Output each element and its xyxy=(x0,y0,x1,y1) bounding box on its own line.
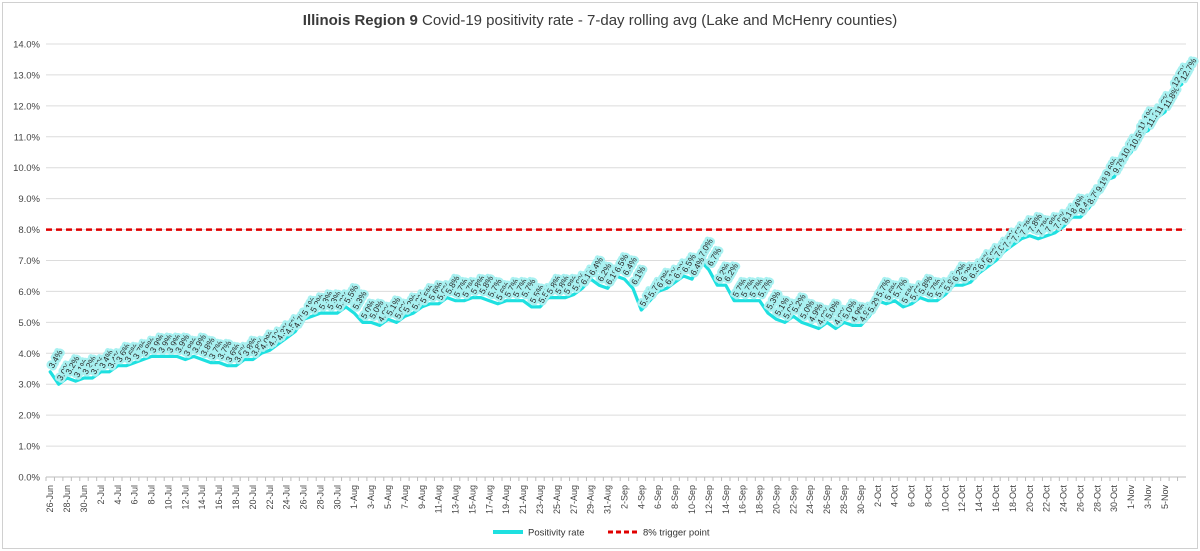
x-tick-label: 16-Oct xyxy=(991,485,1001,513)
x-tick-label: 18-Sep xyxy=(755,485,765,514)
x-tick-label: 26-Jun xyxy=(45,485,55,513)
legend-label-threshold: 8% trigger point xyxy=(643,528,710,539)
x-tick-label: 10-Jul xyxy=(163,485,173,510)
x-tick-label: 2-Jul xyxy=(96,485,106,505)
x-tick-label: 6-Sep xyxy=(653,485,663,509)
legend-label-positivity: Positivity rate xyxy=(528,528,585,539)
x-tick-label: 28-Sep xyxy=(839,485,849,514)
y-tick-label: 13.0% xyxy=(13,70,40,81)
x-tick-label: 23-Aug xyxy=(535,485,545,514)
x-tick-label: 6-Oct xyxy=(907,485,917,508)
x-tick-label: 16-Sep xyxy=(738,485,748,514)
chart-title: Illinois Region 9 Covid-19 positivity ra… xyxy=(303,12,897,29)
y-tick-label: 3.0% xyxy=(18,380,40,391)
x-tick-label: 3-Aug xyxy=(366,485,376,509)
y-tick-label: 1.0% xyxy=(18,442,40,453)
x-tick-label: 29-Aug xyxy=(586,485,596,514)
x-tick-label: 28-Jul xyxy=(315,485,325,510)
x-tick-label: 31-Aug xyxy=(603,485,613,514)
y-tick-label: 9.0% xyxy=(18,194,40,205)
x-tick-label: 22-Jul xyxy=(265,485,275,510)
y-tick-label: 6.0% xyxy=(18,287,40,298)
x-tick-label: 20-Jul xyxy=(248,485,258,510)
x-tick-label: 22-Sep xyxy=(788,485,798,514)
x-tick-label: 14-Oct xyxy=(974,485,984,513)
x-tick-label: 11-Aug xyxy=(434,485,444,513)
x-tick-label: 30-Jul xyxy=(332,485,342,510)
x-tick-label: 4-Oct xyxy=(890,485,900,508)
y-tick-label: 12.0% xyxy=(13,101,40,112)
x-tick-label: 12-Jul xyxy=(180,485,190,510)
x-tick-label: 1-Nov xyxy=(1126,485,1136,510)
x-tick-label: 6-Jul xyxy=(130,485,140,505)
x-tick-label: 27-Aug xyxy=(569,485,579,514)
chart-title-bold: Illinois Region 9 xyxy=(303,12,418,29)
x-tick-label: 7-Aug xyxy=(400,485,410,509)
x-tick-label: 5-Aug xyxy=(383,485,393,509)
x-tick-label: 4-Jul xyxy=(113,485,123,505)
y-axis: 0.0% 1.0% 2.0% 3.0% 4.0% 5.0% 6.0% 7.0% 8.0% 9.0%… xyxy=(13,40,40,484)
x-tick-label: 1-Aug xyxy=(349,485,359,509)
x-tick-label: 30-Sep xyxy=(856,485,866,514)
x-tick-label: 28-Jun xyxy=(62,485,72,513)
x-axis: 26-Jun 28-Jun 30-Jun 2-Jul 4-Jul 6-Jul 8-Jul 10… xyxy=(45,477,1179,514)
chart-title-rest: Covid-19 positivity rate - 7-day rolling… xyxy=(418,12,897,29)
x-tick-label: 24-Oct xyxy=(1059,485,1069,513)
y-tick-label: 0.0% xyxy=(18,473,40,484)
x-tick-label: 18-Oct xyxy=(1008,485,1018,513)
x-tick-label: 14-Sep xyxy=(721,485,731,514)
x-tick-label: 24-Jul xyxy=(282,485,292,510)
x-tick-label: 30-Jun xyxy=(79,485,89,513)
x-tick-label: 19-Aug xyxy=(501,485,511,514)
x-tick-label: 22-Oct xyxy=(1042,485,1052,513)
x-tick-label: 28-Oct xyxy=(1092,485,1102,513)
x-tick-label: 12-Oct xyxy=(957,485,967,513)
x-tick-label: 5-Nov xyxy=(1160,485,1170,510)
y-tick-label: 4.0% xyxy=(18,349,40,360)
x-tick-label: 8-Oct xyxy=(923,485,933,508)
y-tick-label: 11.0% xyxy=(14,132,41,143)
series-group xyxy=(48,82,1184,386)
x-tick-label: 30-Oct xyxy=(1109,485,1119,513)
legend: Positivity rate 8% trigger point xyxy=(493,528,710,539)
y-tick-label: 10.0% xyxy=(13,163,40,174)
x-tick-label: 26-Jul xyxy=(299,485,309,510)
x-tick-label: 8-Sep xyxy=(670,485,680,509)
y-tick-label: 14.0% xyxy=(13,40,40,51)
x-tick-label: 24-Sep xyxy=(805,485,815,514)
x-tick-label: 25-Aug xyxy=(552,485,562,514)
x-tick-label: 8-Jul xyxy=(147,485,157,505)
x-tick-label: 10-Oct xyxy=(940,485,950,513)
y-tick-label: 2.0% xyxy=(18,411,40,422)
x-tick-label: 9-Aug xyxy=(417,485,427,509)
x-tick-label: 4-Sep xyxy=(636,485,646,509)
x-tick-label: 26-Sep xyxy=(822,485,832,514)
x-tick-label: 13-Aug xyxy=(451,485,461,514)
x-tick-label: 20-Oct xyxy=(1025,485,1035,513)
x-tick-label: 3-Nov xyxy=(1143,485,1153,510)
x-tick-label: 15-Aug xyxy=(467,485,477,514)
x-tick-label: 12-Sep xyxy=(704,485,714,514)
x-tick-label: 20-Sep xyxy=(771,485,781,514)
x-tick-label: 16-Jul xyxy=(214,485,224,510)
x-tick-label: 10-Sep xyxy=(687,485,697,514)
y-tick-label: 7.0% xyxy=(18,256,40,267)
y-tick-label: 5.0% xyxy=(18,318,40,329)
x-tick-label: 2-Sep xyxy=(619,485,629,509)
x-tick-label: 14-Jul xyxy=(197,485,207,510)
y-tick-label: 8.0% xyxy=(18,225,40,236)
series-line-positivity xyxy=(48,82,1184,386)
x-tick-label: 2-Oct xyxy=(873,485,883,508)
x-tick-label: 26-Oct xyxy=(1075,485,1085,513)
x-tick-label: 17-Aug xyxy=(484,485,494,514)
x-tick-label: 18-Jul xyxy=(231,485,241,510)
x-tick-label: 21-Aug xyxy=(518,485,528,514)
